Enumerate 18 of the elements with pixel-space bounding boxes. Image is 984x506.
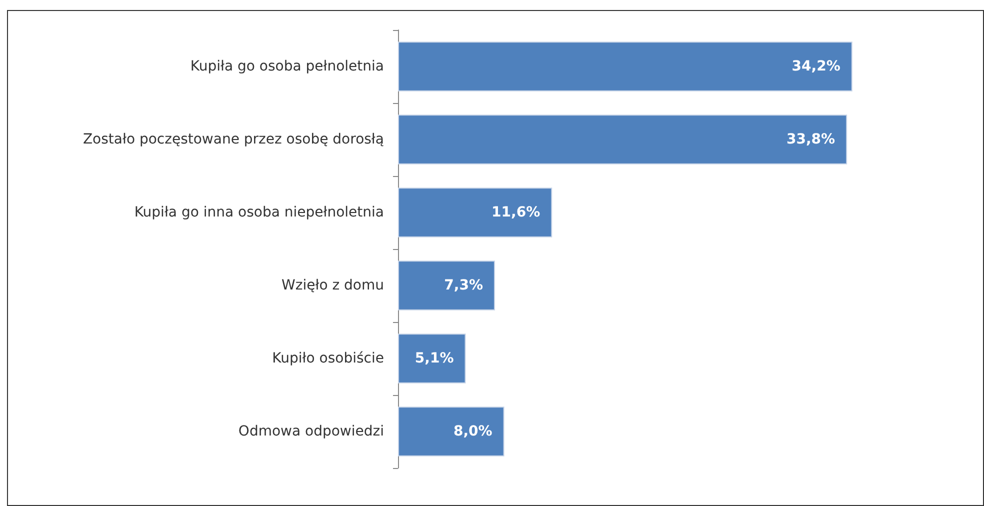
y-tick-label: Zostało poczęstowane przez osobę dorosłą [82, 132, 384, 148]
y-tick-label: Kupiła go inna osoba niepełnoletnia [134, 204, 384, 220]
y-tick-label: Kupiła go osoba pełnoletnia [190, 58, 384, 74]
data-label: 11,6% [492, 204, 540, 220]
data-label: 8,0% [453, 424, 492, 440]
bar [398, 334, 466, 384]
data-label: 33,8% [786, 132, 836, 148]
bar [398, 260, 495, 310]
y-tick-label: Odmowa odpowiedzi [238, 424, 384, 440]
bar [398, 42, 852, 92]
y-tick-label: Wzięło z domu [282, 278, 384, 294]
bar [398, 188, 552, 238]
bar [398, 406, 504, 456]
bar [398, 114, 848, 164]
data-label: 34,2% [792, 58, 840, 74]
y-tick-label: Kupiło osobiście [272, 350, 384, 366]
data-label: 5,1% [414, 350, 454, 366]
data-label: 7,3% [444, 278, 483, 294]
